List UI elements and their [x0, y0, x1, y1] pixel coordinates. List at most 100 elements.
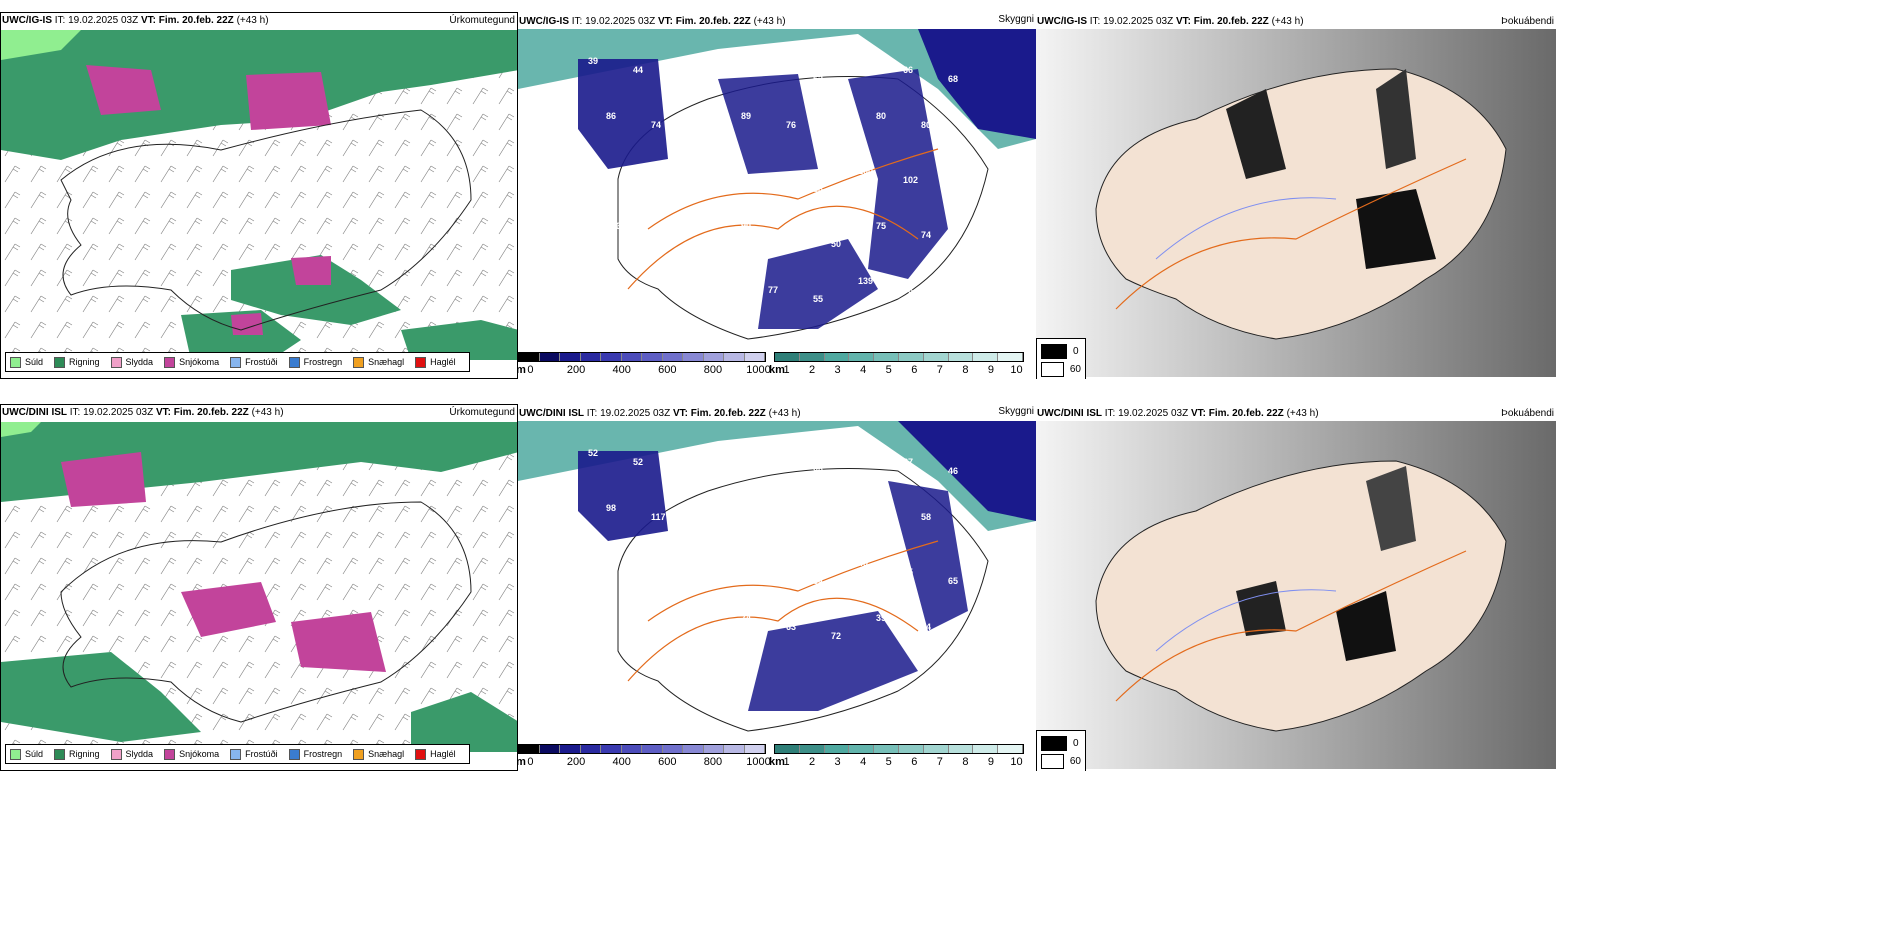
colorbar-tick: 10 — [1010, 364, 1023, 376]
legend-swatch — [164, 356, 176, 368]
colorbar-tick: 400 — [612, 756, 631, 768]
colorbar-bin — [744, 745, 765, 753]
colorbar-bin — [580, 353, 601, 361]
visibility-value-label: 67 — [588, 668, 598, 678]
visibility-value-label: 44 — [633, 65, 643, 75]
legend-swatch — [164, 748, 176, 760]
colorbar-bin — [849, 353, 875, 361]
visibility-value-label: 102 — [903, 175, 918, 185]
colorbar-bin — [703, 353, 724, 361]
visibility-value-label: 73 — [903, 285, 913, 295]
visibility-value-label: 72 — [831, 631, 841, 641]
colorbar-bin — [601, 745, 622, 753]
colorbar-bin — [703, 745, 724, 753]
colorbar-bin — [539, 353, 560, 361]
visibility-value-label: 50 — [678, 184, 688, 194]
visibility-value-label: 53 — [723, 276, 733, 286]
visibility-value-label: 103 — [966, 239, 981, 249]
visibility-value-label: 75 — [876, 221, 886, 231]
visibility-value-label: 203 — [768, 457, 783, 467]
legend-label: Frostúði — [245, 357, 278, 367]
visibility-value-label: 74 — [921, 622, 931, 632]
colorbar-bin — [642, 745, 663, 753]
colorbar-bin — [775, 353, 800, 361]
colorbar-bin — [519, 745, 540, 753]
visibility-value-label: 58 — [786, 230, 796, 240]
visibility-value-label: 89 — [723, 166, 733, 176]
colorbar-bin — [923, 745, 949, 753]
colorbar-tick: 1000 — [746, 364, 771, 376]
colorbar-tick: 10 — [1010, 756, 1023, 768]
legend-item-frostregn: Frostregn — [288, 356, 342, 368]
visibility-value-label: 93 — [696, 521, 706, 531]
colorbar-bin — [662, 745, 683, 753]
legend-item-súld: Súld — [10, 356, 44, 368]
colorbar-unit: m — [518, 756, 526, 768]
legend-label: Slydda — [125, 357, 154, 367]
colorbar-tick: 600 — [658, 364, 677, 376]
colorbar-bin — [799, 745, 825, 753]
legend-label: Frostregn — [303, 749, 343, 759]
panel-title: UWC/DINI ISL IT: 19.02.2025 03Z VT: Fim.… — [1037, 408, 1319, 419]
visibility-value-label: 85 — [831, 521, 841, 531]
legend-swatch — [288, 748, 300, 760]
colorbar-bin — [580, 745, 601, 753]
visibility-value-label: 37 — [948, 184, 958, 194]
colorbar-bin — [898, 353, 924, 361]
legend-swatch — [230, 356, 242, 368]
colorbar-bin — [560, 353, 581, 361]
fog-legend-swatch-high — [1041, 753, 1064, 769]
visibility-value-label: 56 — [678, 294, 688, 304]
legend-item-haglél: Haglél — [415, 356, 456, 368]
precip-type-panel-row2: UWC/DINI ISL IT: 19.02.2025 03Z VT: Fim.… — [0, 404, 518, 771]
visibility-panel-row1: UWC/IG-IS IT: 19.02.2025 03Z VT: Fim. 20… — [518, 12, 1036, 379]
colorbar-tick: 3 — [834, 756, 841, 768]
fog-legend: 0 60 — [1036, 338, 1086, 379]
legend-swatch — [415, 356, 427, 368]
panel-corner-label: Skyggni — [998, 14, 1034, 25]
fog-legend: 0 60 — [1036, 730, 1086, 771]
visibility-value-label: 49 — [858, 558, 868, 568]
precip-map — [1, 30, 517, 360]
visibility-value-label: 118 — [696, 239, 711, 249]
panel-corner-label: Þokuábendi — [1501, 16, 1554, 27]
colorbar-bin — [824, 745, 850, 753]
visibility-value-label: 77 — [768, 285, 778, 295]
colorbar-tick: 200 — [566, 364, 586, 376]
visibility-value-label: 39 — [588, 56, 598, 66]
legend-label: Súld — [25, 357, 44, 367]
legend-swatch — [353, 356, 365, 368]
visibility-map: 52 52 72 72 203 80 77 87 46 98 117 93 21 139 85 70 58 50 4… — [518, 421, 1036, 743]
legend-swatch — [353, 748, 365, 760]
visibility-value-label: 44 — [651, 622, 661, 632]
colorbar-bin — [923, 353, 949, 361]
panel-corner-label: Þokuábendi — [1501, 408, 1554, 419]
visibility-value-label: 42 — [831, 129, 841, 139]
colorbar-tick: 0 — [527, 756, 534, 768]
colorbar-tick: 1000 — [746, 756, 771, 768]
colorbar-tick: 0 — [527, 364, 534, 376]
visibility-value-label: 95 — [651, 230, 661, 240]
visibility-value-label: 111 — [696, 129, 710, 139]
legend-swatch — [110, 356, 122, 368]
legend-item-slydda: Slydda — [110, 356, 154, 368]
fog-indicator-panel-row1: UWC/IG-IS IT: 19.02.2025 03Z VT: Fim. 20… — [1036, 12, 1556, 379]
legend-swatch — [288, 356, 300, 368]
colorbar-tick: 200 — [566, 756, 586, 768]
visibility-value-label: 76 — [786, 120, 796, 130]
visibility-value-label: 58 — [921, 512, 931, 522]
colorbar-bin — [621, 745, 642, 753]
legend-label: Frostúði — [245, 749, 278, 759]
colorbar-tick: 600 — [658, 756, 677, 768]
panel-corner-label: Skyggni — [998, 406, 1034, 417]
panel-corner-label: Úrkomutegund — [449, 15, 515, 26]
legend-swatch — [230, 748, 242, 760]
colorbar-unit: km — [769, 756, 785, 768]
fog-legend-swatch-low — [1041, 343, 1067, 359]
colorbar-unit: km — [769, 364, 785, 376]
visibility-value-label: 94 — [633, 567, 643, 577]
legend-swatch — [10, 356, 21, 368]
visibility-value-label: 50 — [831, 239, 841, 249]
visibility-value-label: 63 — [786, 622, 796, 632]
visibility-value-label: 48 — [588, 558, 598, 568]
